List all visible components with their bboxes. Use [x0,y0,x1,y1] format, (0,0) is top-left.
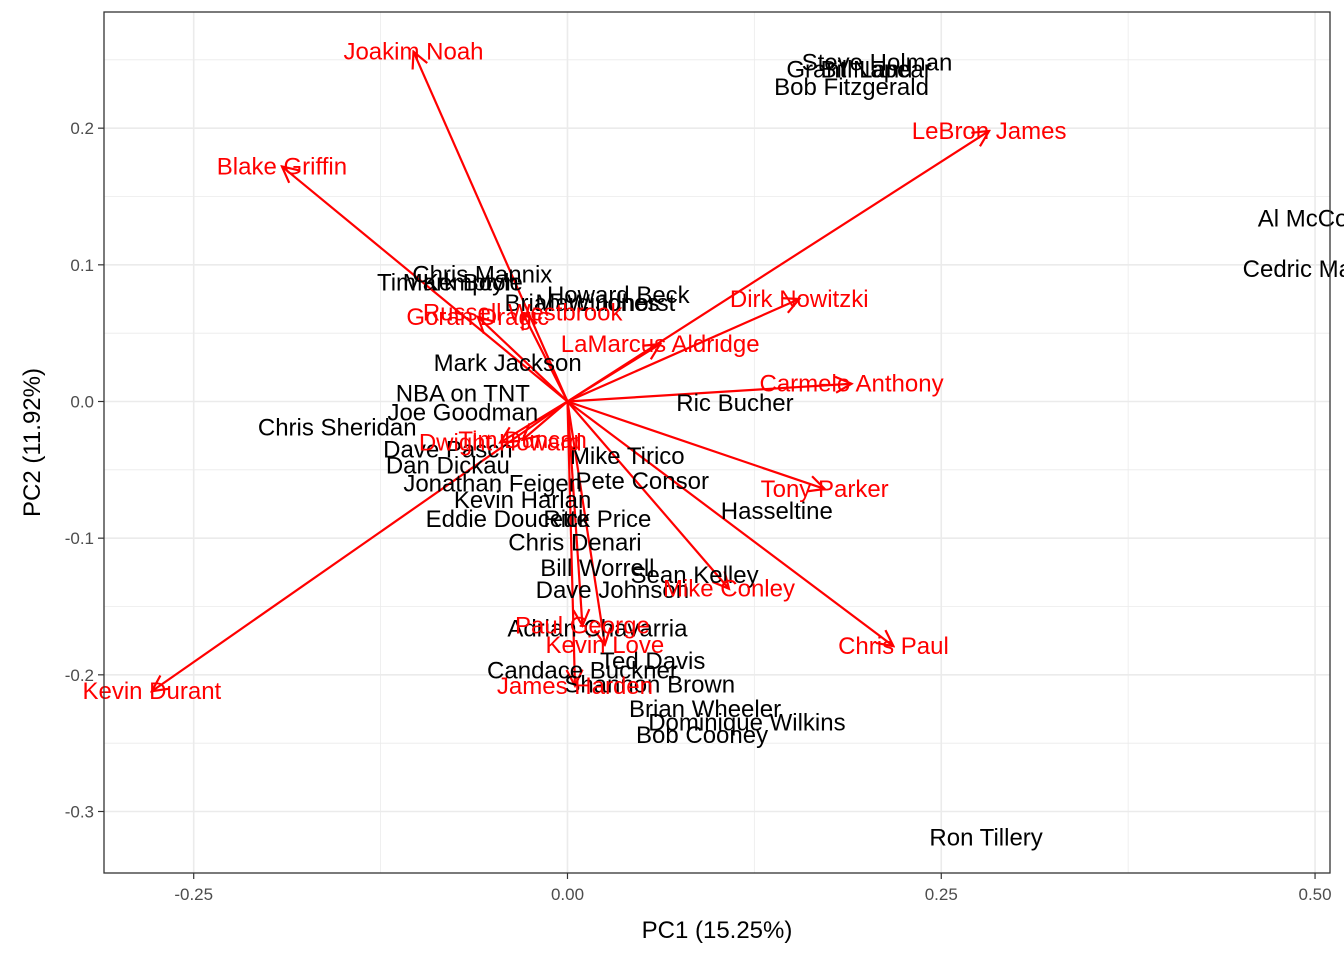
point-label: Mike Tirico [570,443,685,470]
loading-arrow [523,313,569,402]
arrow-label: Chris Paul [838,633,949,660]
point-label: Brian Windhorst [505,290,676,317]
loading-arrow [567,401,574,686]
point-label: Dave Johnson [536,577,689,604]
y-axis: -0.3 -0.2 -0.1 0.0 0.1 0.2 [65,119,104,822]
minor-gridlines [104,12,1330,873]
loading-arrow [566,400,893,647]
point-label: Bill Land [820,56,912,83]
x-axis: -0.25 0.00 0.25 0.50 [174,873,1332,904]
x-axis-title: PC1 (15.25%) [642,917,793,944]
point-label: Chris Mannix [412,261,552,288]
point-label: Bob Cooney [636,722,768,749]
point-label: Mark Boyle [403,270,523,297]
point-label: Dan Dickau [386,453,510,480]
arrow-label: Tony Parker [761,476,889,503]
point-label: Steve Holman [802,50,953,77]
arrow-label: Russell Westbrook [423,300,624,327]
point-label: Rick Price [543,506,651,533]
loading-arrow [478,317,569,403]
arrow-label: LeBron James [912,118,1067,145]
arrow-label: James Harden [497,673,653,700]
arrow-label: Dirk Nowitzki [730,286,869,313]
y-tick-label: -0.1 [65,529,94,548]
point-label: Pete Consor [576,468,709,495]
point-label: Ron Tillery [929,824,1042,851]
loading-arrow [566,344,660,403]
major-gridlines [104,12,1330,873]
arrow-label: Blake Griffin [217,153,347,180]
point-label: Adrian Chavarria [507,615,688,642]
point-label: Al McCoy [1258,205,1344,232]
plot-panel-border [103,11,1331,874]
point-label: Shannon Brown [564,671,735,698]
point-label: Sean Kelley [631,562,759,589]
y-tick-label: 0.0 [70,393,94,412]
point-label: Hasseltine [721,498,833,525]
point-label: Howard Beck [547,282,691,309]
point-label: Cedric Maxwell [1243,256,1344,283]
loading-arrow [567,299,799,403]
x-tick-label: 0.25 [925,885,958,904]
loading-arrow [566,401,582,626]
point-label: NBA on TNT [396,380,531,407]
point-label: Ted Davis [600,648,705,675]
x-tick-label: 0.00 [551,885,584,904]
arrow-label: Mike Conley [663,576,795,603]
loading-arrow [282,166,569,403]
y-tick-label: -0.2 [65,666,94,685]
point-label: Jonathan Feigen [403,471,582,498]
loading-arrow [566,401,604,645]
point-label: Ric Bucher [676,390,793,417]
point-label: Marc Jones [535,290,659,317]
loading-arrow [567,400,824,489]
loading-arrow [523,400,569,440]
point-label: Dominique Wilkins [648,710,845,737]
point-label: Joe Goodman [387,399,538,426]
arrow-label: LaMarcus Aldridge [561,331,760,358]
y-tick-label: -0.3 [65,803,94,822]
loading-arrow [152,400,569,692]
arrow-label: Kevin Love [545,632,664,659]
point-label: Brian Wheeler [629,696,781,723]
point-label: Dave Pasch [383,436,512,463]
loading-labels: Joakim Noah Blake Griffin LeBron James Dirk… [82,39,1066,706]
point-label: Grant Napear [786,56,931,83]
point-label: Chris Sheridan [258,414,417,441]
y-axis-title: PC2 (11.92%) [19,368,46,517]
loading-arrows [152,52,989,692]
arrow-label: Carmelo Anthony [760,371,944,398]
x-tick-label: 0.50 [1299,885,1332,904]
point-label: Chris Denari [508,529,641,556]
point-label: Mark Jackson [434,350,582,377]
loading-arrow [413,52,569,402]
x-tick-label: -0.25 [174,885,213,904]
point-label: Eddie Doucette [426,506,590,533]
y-tick-label: 0.2 [70,119,94,138]
y-tick-label: 0.1 [70,256,94,275]
loading-arrow [500,400,569,443]
point-label: Candace Buckner [487,658,678,685]
arrow-label: Tim Duncan [458,427,586,454]
arrow-label: Paul George [515,613,650,640]
arrow-label: Joakim Noah [343,39,483,66]
arrow-label: Kevin Durant [82,678,221,705]
point-label: Tim Kempton [377,270,519,297]
loading-arrow [567,384,851,403]
arrow-label: Dwight Howard [419,430,582,457]
point-label: Kevin Harlan [454,487,591,514]
point-label: Bill Worrell [540,555,654,582]
loading-arrow [566,400,728,589]
loading-arrow [566,131,989,403]
point-label: Bob Fitzgerald [774,74,929,101]
arrow-label: Goran Dragic [406,304,549,331]
